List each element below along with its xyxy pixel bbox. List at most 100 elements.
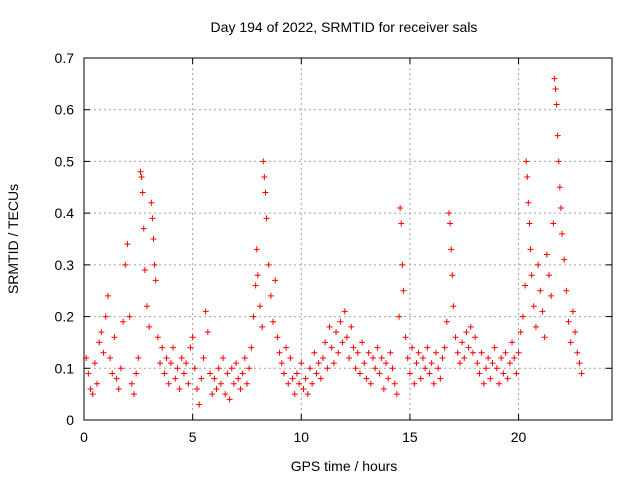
data-point [213,385,220,392]
axis-ticks [83,57,612,421]
data-point [322,339,329,346]
data-point [180,370,187,377]
data-point [447,220,454,227]
data-point [365,349,372,356]
x-tick-label: 5 [189,429,197,445]
x-axis-label: GPS time / hours [291,458,398,474]
data-point [424,344,431,351]
data-point [422,365,429,372]
data-point [372,365,379,372]
data-point [576,360,583,367]
data-point [230,380,237,387]
data-point [130,391,137,398]
data-point [91,360,98,367]
data-point [532,323,539,330]
data-point [493,365,500,372]
data-point [309,380,316,387]
data-point [239,370,246,377]
data-point [315,360,322,367]
data-point [113,375,120,382]
data-point [506,360,513,367]
data-point [554,132,561,139]
data-point [198,375,205,382]
data-point [111,334,118,341]
data-point [389,365,396,372]
data-point [202,308,209,315]
data-point [459,339,466,346]
data-point [253,246,260,253]
data-point [159,344,166,351]
data-point [556,184,563,191]
data-point [559,230,566,237]
data-point [528,272,535,279]
data-point [104,292,111,299]
data-point [157,360,164,367]
data-point [261,173,268,180]
data-point [100,349,107,356]
data-point [569,308,576,315]
data-point [283,344,290,351]
data-point [215,365,222,372]
data-point [167,360,174,367]
data-point [289,375,296,382]
data-point [513,370,520,377]
data-point [154,334,161,341]
data-point [317,375,324,382]
data-point [398,220,405,227]
data-point [415,349,422,356]
data-point [537,287,544,294]
data-point [296,380,303,387]
chart-title: Day 194 of 2022, SRMTID for receiver sal… [211,19,478,35]
data-point [502,349,509,356]
data-point [551,75,558,82]
data-point [439,354,446,361]
data-point [511,354,518,361]
data-point [133,370,140,377]
data-point [463,329,470,336]
data-point [328,344,335,351]
data-point [530,303,537,310]
data-point [126,313,133,320]
data-point [367,380,374,387]
data-point [469,349,476,356]
data-point [383,360,390,367]
data-point [300,385,307,392]
data-point [148,199,155,206]
data-point [448,246,455,253]
data-point [567,339,574,346]
data-point [535,261,542,268]
data-point [419,354,426,361]
data-point [478,349,485,356]
data-point [138,173,145,180]
data-point [257,303,263,310]
data-point [541,334,548,341]
data-point [476,370,483,377]
data-point [185,380,192,387]
data-point [489,360,496,367]
data-point [241,354,248,361]
data-point [443,318,450,325]
data-point [220,354,227,361]
data-point [461,354,468,361]
data-point [237,385,244,392]
data-point [378,354,385,361]
data-point [176,385,183,392]
data-point [276,349,283,356]
data-point [359,339,366,346]
data-point [287,354,294,361]
data-point [400,287,407,294]
data-point [446,210,453,217]
data-point [348,323,355,330]
data-point [343,334,350,341]
data-point [228,365,235,372]
data-point [107,354,114,361]
data-point [285,380,292,387]
data-point [498,354,505,361]
data-point [172,375,179,382]
data-point [141,267,148,274]
data-point [563,287,570,294]
data-point [404,354,411,361]
data-point [87,385,94,392]
data-point [337,318,344,325]
data-point [526,220,533,227]
